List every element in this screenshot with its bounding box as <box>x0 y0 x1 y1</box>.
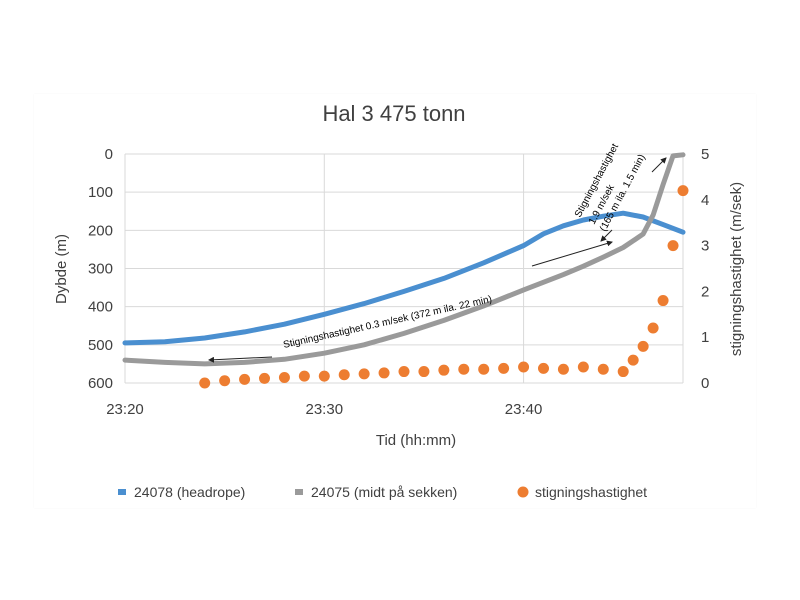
legend-marker <box>517 486 529 498</box>
y-axis-ticks: 0 100 200 300 400 500 600 <box>88 146 113 392</box>
legend-label: stigningshastighet <box>535 484 647 500</box>
y-tick-label: 200 <box>88 222 113 239</box>
data-point <box>557 363 569 375</box>
chart-panel: Hal 3 475 tonn 0 100 200 300 400 500 600 0 1 2 3 4… <box>34 94 756 508</box>
y2-tick-label: 2 <box>701 283 709 300</box>
series-layer <box>122 152 689 389</box>
legend-marker <box>295 489 303 495</box>
data-point <box>478 363 490 375</box>
y2-tick-label: 5 <box>701 146 709 163</box>
y2-axis-title: stigningshastighet (m/sek) <box>728 182 745 356</box>
y-tick-label: 600 <box>88 375 113 392</box>
data-point <box>219 375 231 387</box>
annotation-slow-speed: Stigningshastighet 0.3 m/sek (372 m ila.… <box>282 294 493 351</box>
y-axis-title: Dybde (m) <box>53 234 70 304</box>
legend-marker <box>118 489 126 495</box>
chart: Hal 3 475 tonn 0 100 200 300 400 500 600 0 1 2 3 4… <box>53 101 745 500</box>
data-point <box>358 368 370 380</box>
y2-tick-label: 4 <box>701 192 709 209</box>
data-point <box>498 362 510 374</box>
data-point <box>378 367 390 379</box>
y-tick-label: 400 <box>88 299 113 316</box>
data-point <box>518 361 530 373</box>
y-tick-label: 500 <box>88 337 113 354</box>
data-point <box>338 369 350 381</box>
data-point <box>239 373 251 385</box>
annotation-arrow-fast-down <box>600 229 613 242</box>
y2-tick-label: 3 <box>701 238 709 255</box>
y2-tick-label: 1 <box>701 329 709 346</box>
data-point <box>637 340 649 352</box>
x-axis-title: Tid (hh:mm) <box>376 432 456 449</box>
x-tick-label: 23:40 <box>505 401 543 418</box>
data-point <box>458 363 470 375</box>
y-tick-label: 100 <box>88 184 113 201</box>
x-axis-ticks: 23:20 23:30 23:40 <box>106 401 542 418</box>
data-point <box>318 370 330 382</box>
data-point <box>627 354 639 366</box>
legend: 24078 (headrope) 24075 (midt på sekken) st… <box>118 484 647 500</box>
data-point <box>538 362 549 374</box>
data-point <box>418 366 430 378</box>
grid <box>124 153 684 384</box>
chart-title: Hal 3 475 tonn <box>322 101 465 126</box>
data-point <box>259 372 270 384</box>
data-point <box>617 366 629 378</box>
data-point <box>577 361 589 373</box>
y2-axis-ticks: 0 1 2 3 4 5 <box>701 146 709 392</box>
series-2-line <box>122 152 686 367</box>
series-1-line <box>122 210 686 346</box>
data-point <box>438 364 450 376</box>
y-tick-label: 300 <box>88 261 113 278</box>
data-point <box>657 295 669 307</box>
y-tick-label: 0 <box>105 146 113 163</box>
annotation-arrow-fast-up <box>651 157 667 173</box>
x-tick-label: 23:30 <box>306 401 344 418</box>
legend-label: 24078 (headrope) <box>134 484 245 500</box>
data-point <box>298 370 310 382</box>
annotation-arrow-slow <box>208 356 273 363</box>
data-point <box>597 363 609 375</box>
data-point <box>647 322 659 334</box>
data-point <box>667 240 679 252</box>
data-point <box>278 372 290 384</box>
data-point <box>677 185 689 197</box>
y2-tick-label: 0 <box>701 375 709 392</box>
data-point <box>199 377 211 389</box>
annotation-arrow-slow-right <box>531 240 613 267</box>
series-3-points <box>199 185 689 389</box>
legend-label: 24075 (midt på sekken) <box>311 484 457 500</box>
x-tick-label: 23:20 <box>106 401 144 418</box>
data-point <box>398 366 410 378</box>
